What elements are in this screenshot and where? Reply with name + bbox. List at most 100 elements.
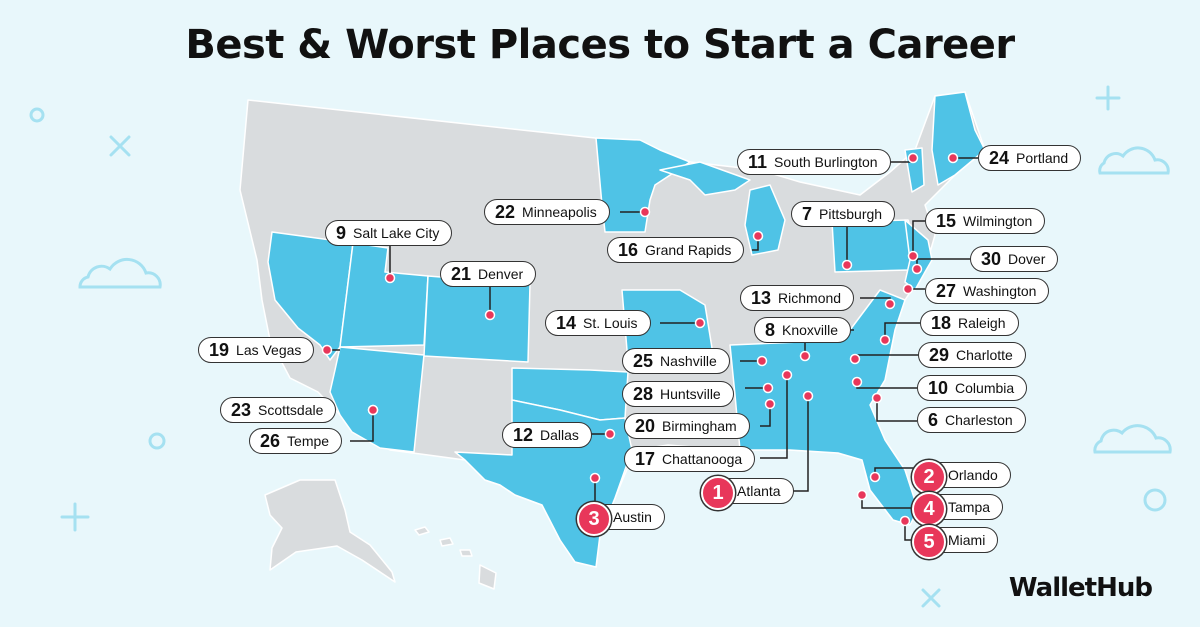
city-label-knoxville: 8 Knoxville	[754, 317, 852, 343]
marker-miami	[899, 515, 911, 527]
rank-number: 18	[931, 312, 952, 333]
rank-number: 29	[929, 344, 950, 365]
rank-number: 2	[912, 460, 946, 494]
alaska	[264, 479, 396, 583]
rank-number: 22	[495, 201, 516, 222]
marker-raleigh	[879, 334, 891, 346]
city-label-miami: 5 Miami	[912, 525, 999, 559]
city-label-raleigh: 18 Raleigh	[920, 310, 1019, 336]
marker-st-louis	[694, 317, 706, 329]
arizona	[329, 346, 425, 453]
marker-austin	[589, 472, 601, 484]
city-label-austin: 3 Austin	[577, 502, 665, 536]
rank-number: 24	[989, 147, 1010, 168]
rank-number: 19	[209, 339, 230, 360]
city-name: Las Vegas	[236, 342, 302, 358]
city-label-atlanta: 1 Atlanta	[701, 476, 794, 510]
rank-number: 8	[765, 319, 776, 340]
city-label-charlotte: 29 Charlotte	[918, 342, 1026, 368]
city-name: Austin	[613, 509, 652, 525]
city-label-orlando: 2 Orlando	[912, 460, 1011, 494]
city-label-south-burlington: 11 South Burlington	[737, 149, 891, 175]
rank-number: 30	[981, 248, 1002, 269]
marker-grand-rapids	[752, 230, 764, 242]
city-name: Dover	[1008, 251, 1046, 267]
rank-number: 20	[635, 415, 656, 436]
rank-number: 7	[802, 203, 813, 224]
city-label-wilmington: 15 Wilmington	[925, 208, 1046, 234]
rank-number: 15	[936, 210, 957, 231]
city-label-chattanooga: 17 Chattanooga	[624, 446, 756, 472]
marker-pittsburgh	[841, 259, 853, 271]
city-label-tempe: 26 Tempe	[249, 428, 343, 454]
marker-richmond	[884, 298, 896, 310]
marker-charleston	[871, 392, 883, 404]
city-markers	[321, 152, 959, 527]
city-name: Tempe	[287, 433, 330, 449]
rank-number: 28	[633, 383, 654, 404]
marker-tempe	[367, 404, 379, 416]
rank-number: 14	[556, 312, 577, 333]
city-name: Grand Rapids	[645, 242, 732, 258]
city-label-scottsdale: 23 Scottsdale	[220, 397, 337, 423]
marker-portland	[947, 152, 959, 164]
marker-birmingham	[764, 398, 776, 410]
city-label-nashville: 25 Nashville	[622, 348, 730, 374]
city-label-pittsburgh: 7 Pittsburgh	[791, 201, 896, 227]
marker-salt-lake-city	[384, 272, 396, 284]
maine	[931, 91, 986, 186]
city-name: Atlanta	[737, 483, 781, 499]
city-name: Chattanooga	[662, 451, 743, 467]
marker-nashville	[756, 355, 768, 367]
rank-number: 13	[751, 287, 772, 308]
wallethub-logo: WalletHub	[1008, 573, 1153, 603]
marker-south-burlington	[907, 152, 919, 164]
marker-wilmington	[907, 250, 919, 262]
marker-columbia	[851, 376, 863, 388]
city-name: Salt Lake City	[353, 225, 440, 241]
city-label-denver: 21 Denver	[440, 261, 537, 287]
mid-atlantic	[904, 219, 933, 291]
city-name: Columbia	[955, 380, 1015, 396]
rank-number: 23	[231, 399, 252, 420]
rank-number: 9	[336, 222, 347, 243]
city-name: Tampa	[948, 499, 991, 515]
southeast	[729, 289, 919, 526]
marker-atlanta	[802, 390, 814, 402]
city-label-dover: 30 Dover	[970, 246, 1059, 272]
rank-number: 17	[635, 448, 656, 469]
city-name: St. Louis	[583, 315, 638, 331]
rank-number: 11	[748, 151, 768, 172]
city-name: Miami	[948, 532, 986, 548]
rank-number: 1	[701, 476, 735, 510]
rank-number: 10	[928, 377, 949, 398]
rank-number: 16	[618, 239, 639, 260]
city-name: South Burlington	[774, 154, 878, 170]
city-name: Richmond	[778, 290, 842, 306]
marker-minneapolis	[639, 206, 651, 218]
city-name: Portland	[1016, 150, 1069, 166]
city-label-huntsville: 28 Huntsville	[622, 381, 734, 407]
marker-orlando	[869, 471, 881, 483]
rank-number: 12	[513, 424, 534, 445]
city-label-tampa: 4 Tampa	[912, 492, 1004, 526]
rank-number: 3	[577, 502, 611, 536]
city-name: Wilmington	[963, 213, 1033, 229]
marker-huntsville	[762, 382, 774, 394]
city-label-portland: 24 Portland	[978, 145, 1082, 171]
city-label-birmingham: 20 Birmingham	[624, 413, 750, 439]
marker-tampa	[856, 489, 868, 501]
rank-number: 5	[912, 525, 946, 559]
marker-washington	[902, 283, 914, 295]
marker-knoxville	[799, 350, 811, 362]
city-label-grand-rapids: 16 Grand Rapids	[607, 237, 745, 263]
city-name: Scottsdale	[258, 402, 324, 418]
rank-number: 27	[936, 280, 957, 301]
marker-denver	[484, 309, 496, 321]
city-name: Washington	[963, 283, 1037, 299]
city-name: Huntsville	[660, 386, 721, 402]
city-name: Orlando	[948, 467, 998, 483]
city-label-columbia: 10 Columbia	[917, 375, 1028, 401]
city-name: Raleigh	[958, 315, 1006, 331]
